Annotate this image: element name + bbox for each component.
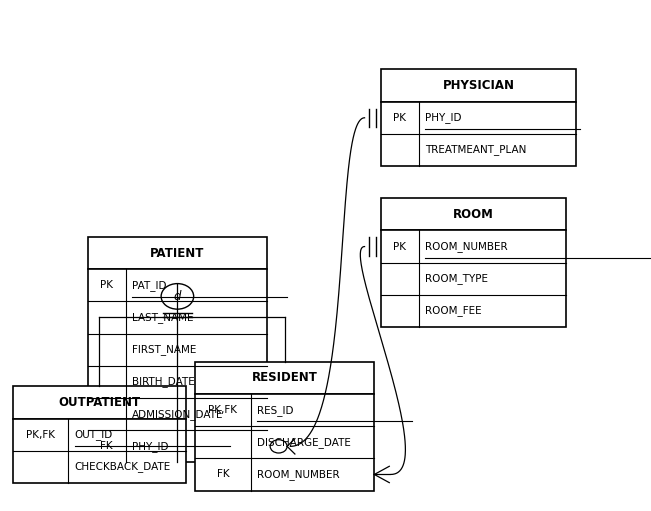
Bar — [381, 102, 576, 166]
Bar — [195, 394, 374, 491]
Text: FK: FK — [100, 442, 113, 451]
Text: PK: PK — [393, 242, 406, 251]
Bar — [381, 198, 566, 230]
Text: ROOM_FEE: ROOM_FEE — [425, 306, 482, 316]
Bar — [13, 386, 186, 419]
Text: PK,FK: PK,FK — [208, 405, 238, 415]
Text: PHY_ID: PHY_ID — [425, 112, 462, 123]
Text: ROOM_NUMBER: ROOM_NUMBER — [425, 241, 508, 252]
Bar — [381, 230, 566, 327]
Text: FIRST_NAME: FIRST_NAME — [132, 344, 197, 355]
Bar — [13, 419, 186, 483]
Text: PK,FK: PK,FK — [26, 430, 55, 439]
Text: PAT_ID: PAT_ID — [132, 280, 167, 291]
Bar — [381, 69, 576, 102]
Text: PK: PK — [393, 113, 406, 123]
Text: FK: FK — [217, 470, 229, 479]
Text: PHYSICIAN: PHYSICIAN — [443, 79, 514, 92]
Text: RES_ID: RES_ID — [257, 405, 294, 415]
Text: DISCHARGE_DATE: DISCHARGE_DATE — [257, 437, 351, 448]
Text: OUTPATIENT: OUTPATIENT — [58, 396, 141, 409]
Text: PATIENT: PATIENT — [150, 247, 204, 260]
Text: LAST_NAME: LAST_NAME — [132, 312, 193, 323]
Text: PHY_ID: PHY_ID — [132, 441, 169, 452]
Text: CHECKBACK_DATE: CHECKBACK_DATE — [75, 461, 171, 472]
Text: PK: PK — [100, 281, 113, 290]
Text: ADMISSION_DATE: ADMISSION_DATE — [132, 409, 224, 420]
Text: TREATMEANT_PLAN: TREATMEANT_PLAN — [425, 145, 527, 155]
Bar — [195, 362, 374, 394]
Text: RESIDENT: RESIDENT — [252, 371, 318, 384]
Bar — [88, 269, 267, 462]
Text: OUT_ID: OUT_ID — [75, 429, 113, 440]
Bar — [88, 237, 267, 269]
Text: d: d — [174, 290, 181, 303]
Text: ROOM_NUMBER: ROOM_NUMBER — [257, 469, 340, 480]
Text: ROOM_TYPE: ROOM_TYPE — [425, 273, 488, 284]
Text: BIRTH_DATE: BIRTH_DATE — [132, 377, 195, 387]
Text: ROOM: ROOM — [453, 208, 494, 221]
